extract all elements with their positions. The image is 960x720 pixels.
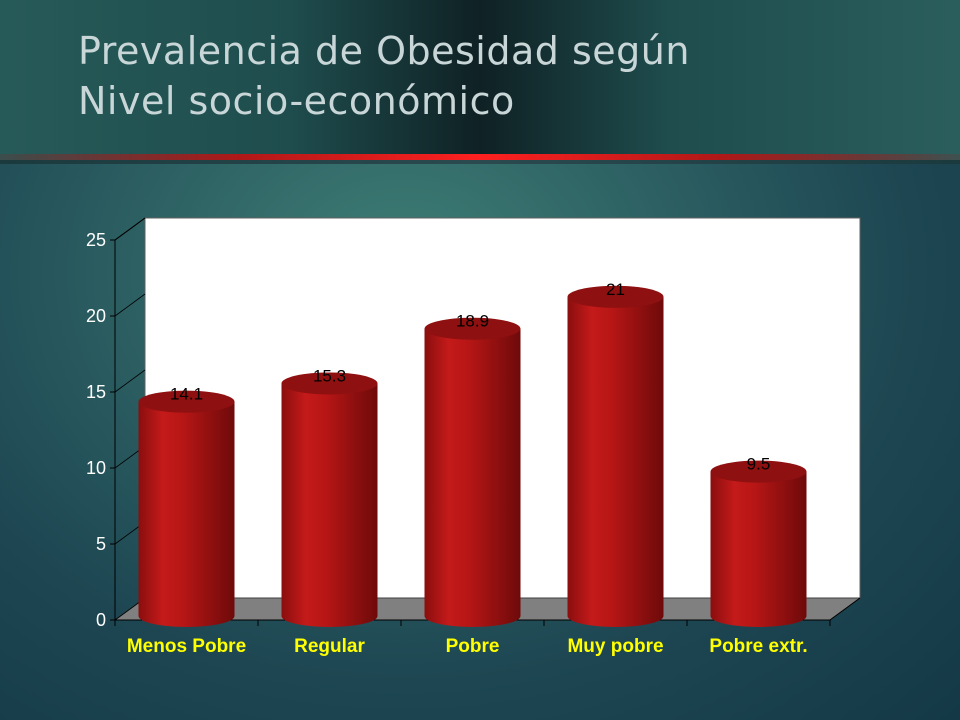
bar-body xyxy=(567,296,664,627)
x-category-label: Regular xyxy=(294,636,365,657)
bar-3 xyxy=(424,317,521,627)
bar-top xyxy=(567,285,664,308)
bar-top xyxy=(710,460,807,483)
data-label: 21 xyxy=(606,280,625,299)
data-label: 15.3 xyxy=(313,366,346,385)
x-axis-depth-line xyxy=(829,597,861,621)
bar-top xyxy=(281,372,378,395)
y-tick-label: 10 xyxy=(86,458,106,478)
data-label: 18.9 xyxy=(456,312,489,331)
bar-1 xyxy=(138,390,235,627)
y-tick-label: 20 xyxy=(86,306,106,326)
slide-title: Prevalencia de Obesidad según Nivel soci… xyxy=(78,26,938,126)
x-category-label: Menos Pobre xyxy=(127,636,246,657)
data-label: 9.5 xyxy=(747,455,771,474)
y-tick-label: 15 xyxy=(86,382,106,402)
x-category-label: Pobre extr. xyxy=(709,636,807,657)
y-tick-depth xyxy=(114,369,146,393)
bar-body xyxy=(281,383,378,627)
bar-5 xyxy=(710,460,807,627)
bar-body xyxy=(138,401,235,627)
data-label: 14.1 xyxy=(170,385,203,404)
bar-top xyxy=(138,390,235,413)
bar-2 xyxy=(281,372,378,627)
title-line-1: Prevalencia de Obesidad según xyxy=(78,29,690,73)
x-category-label: Pobre xyxy=(446,636,500,657)
y-tick-label: 25 xyxy=(86,230,106,250)
bar-top xyxy=(424,317,521,340)
bar-body xyxy=(710,471,807,627)
y-tick-label: 5 xyxy=(96,534,106,554)
title-divider-red xyxy=(0,154,960,160)
bars xyxy=(138,285,807,627)
title-line-2: Nivel socio-económico xyxy=(78,79,515,123)
labels: 14.1 Menos Pobre 15.3 Regular 18.9 Pobre 21 Muy… xyxy=(127,280,808,657)
y-tick-depth xyxy=(114,293,146,317)
x-category-label: Muy pobre xyxy=(567,636,663,657)
title-band xyxy=(0,0,960,160)
bar-body xyxy=(424,328,521,627)
title-divider-dark xyxy=(0,160,960,164)
bar-4 xyxy=(567,285,664,627)
y-tick-depth xyxy=(114,217,146,241)
y-tick-label: 0 xyxy=(96,610,106,630)
